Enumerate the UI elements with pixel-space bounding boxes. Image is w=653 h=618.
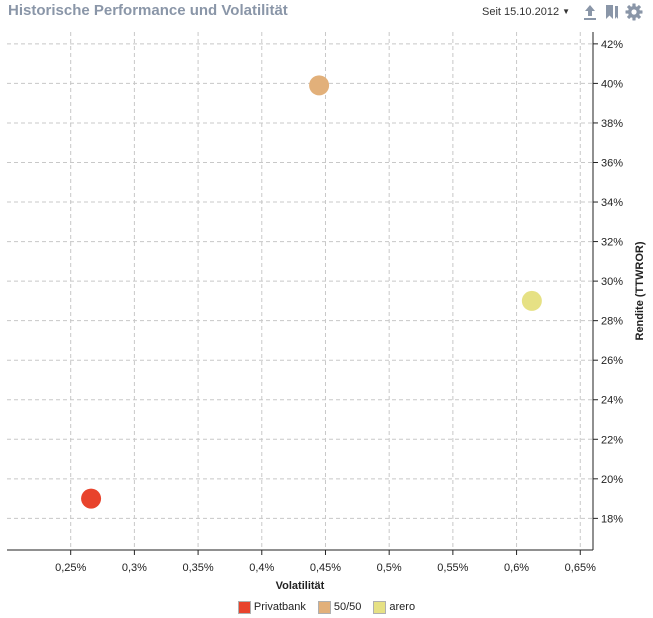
y-axis-title: Rendite (TTWROR): [634, 241, 646, 340]
y-tick-label: 28%: [601, 316, 623, 328]
legend-item[interactable]: 50/50: [317, 600, 362, 614]
legend-item[interactable]: arero: [373, 600, 416, 614]
y-tick-label: 24%: [601, 395, 623, 407]
x-tick-label: 0,55%: [437, 562, 468, 574]
date-range-dropdown[interactable]: Seit 15.10.2012 ▼: [482, 6, 570, 18]
y-tick-label: 18%: [601, 513, 623, 525]
bookmark-icon[interactable]: [603, 3, 621, 21]
y-tick-label: 34%: [601, 197, 623, 209]
chart-legend: Privatbank 50/50 arero: [0, 598, 653, 616]
x-tick-label: 0,65%: [565, 562, 596, 574]
legend-label: Privatbank: [253, 601, 306, 613]
y-tick-label: 40%: [601, 78, 623, 90]
y-tick-label: 42%: [601, 39, 623, 51]
x-tick-label: 0,3%: [122, 562, 147, 574]
y-tick-label: 38%: [601, 118, 623, 130]
export-icon[interactable]: [581, 3, 599, 21]
data-point[interactable]: [309, 75, 330, 96]
y-tick-label: 32%: [601, 237, 623, 249]
chevron-down-icon: ▼: [562, 7, 570, 16]
x-tick-label: 0,5%: [377, 562, 402, 574]
legend-label: 50/50: [333, 601, 362, 613]
y-tick-label: 30%: [601, 276, 623, 288]
gear-icon[interactable]: [625, 3, 643, 21]
y-tick-label: 26%: [601, 355, 623, 367]
chart-title: Historische Performance und Volatilität: [8, 2, 288, 19]
legend-swatch: [373, 600, 387, 614]
x-tick-label: 0,35%: [182, 562, 213, 574]
chart-header: Historische Performance und Volatilität …: [0, 0, 653, 26]
x-tick-label: 0,45%: [310, 562, 341, 574]
legend-item[interactable]: Privatbank: [237, 600, 306, 614]
legend-swatch: [237, 600, 251, 614]
data-point[interactable]: [81, 488, 102, 509]
x-tick-label: 0,25%: [55, 562, 86, 574]
y-tick-label: 20%: [601, 474, 623, 486]
x-axis-title: Volatilität: [276, 580, 325, 592]
x-tick-label: 0,6%: [504, 562, 529, 574]
date-range-label: Seit 15.10.2012: [482, 6, 560, 18]
y-tick-label: 36%: [601, 157, 623, 169]
x-tick-label: 0,4%: [249, 562, 274, 574]
data-point[interactable]: [521, 290, 542, 311]
y-tick-label: 22%: [601, 434, 623, 446]
scatter-chart: 0,25% 0,3% 0,35% 0,4% 0,45% 0,5% 0,55% 0,6% 0,65…: [7, 32, 646, 592]
legend-label: arero: [389, 601, 416, 613]
legend-swatch: [317, 600, 331, 614]
